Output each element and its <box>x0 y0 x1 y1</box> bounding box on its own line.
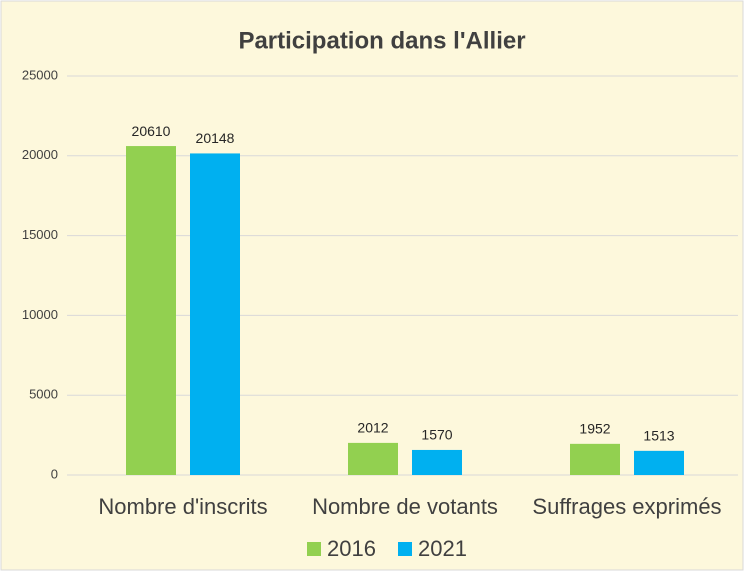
y-tick-label: 20000 <box>22 147 58 162</box>
x-tick-label: Nombre de votants <box>312 494 498 519</box>
y-tick-label: 10000 <box>22 307 58 322</box>
value-label: 2012 <box>357 420 388 436</box>
bar <box>126 146 176 476</box>
bar <box>190 153 240 475</box>
value-label: 1513 <box>643 428 674 444</box>
y-tick-label: 15000 <box>22 227 58 242</box>
y-tick-label: 25000 <box>22 67 58 82</box>
legend-label: 2016 <box>327 536 376 561</box>
x-tick-label: Suffrages exprimés <box>532 494 721 519</box>
chart-title: Participation dans l'Allier <box>238 27 525 54</box>
value-label: 20610 <box>132 123 171 139</box>
legend-label: 2021 <box>418 536 467 561</box>
y-tick-label: 5000 <box>29 387 58 402</box>
x-tick-label: Nombre d'inscrits <box>98 494 267 519</box>
bar <box>412 449 462 475</box>
legend-swatch <box>398 542 412 556</box>
value-label: 20148 <box>196 130 235 146</box>
bar <box>348 442 398 475</box>
bar <box>634 450 684 475</box>
value-label: 1952 <box>579 421 610 437</box>
value-label: 1570 <box>421 427 452 443</box>
y-tick-label: 0 <box>51 466 58 481</box>
legend-swatch <box>307 542 321 556</box>
bar <box>570 443 620 475</box>
